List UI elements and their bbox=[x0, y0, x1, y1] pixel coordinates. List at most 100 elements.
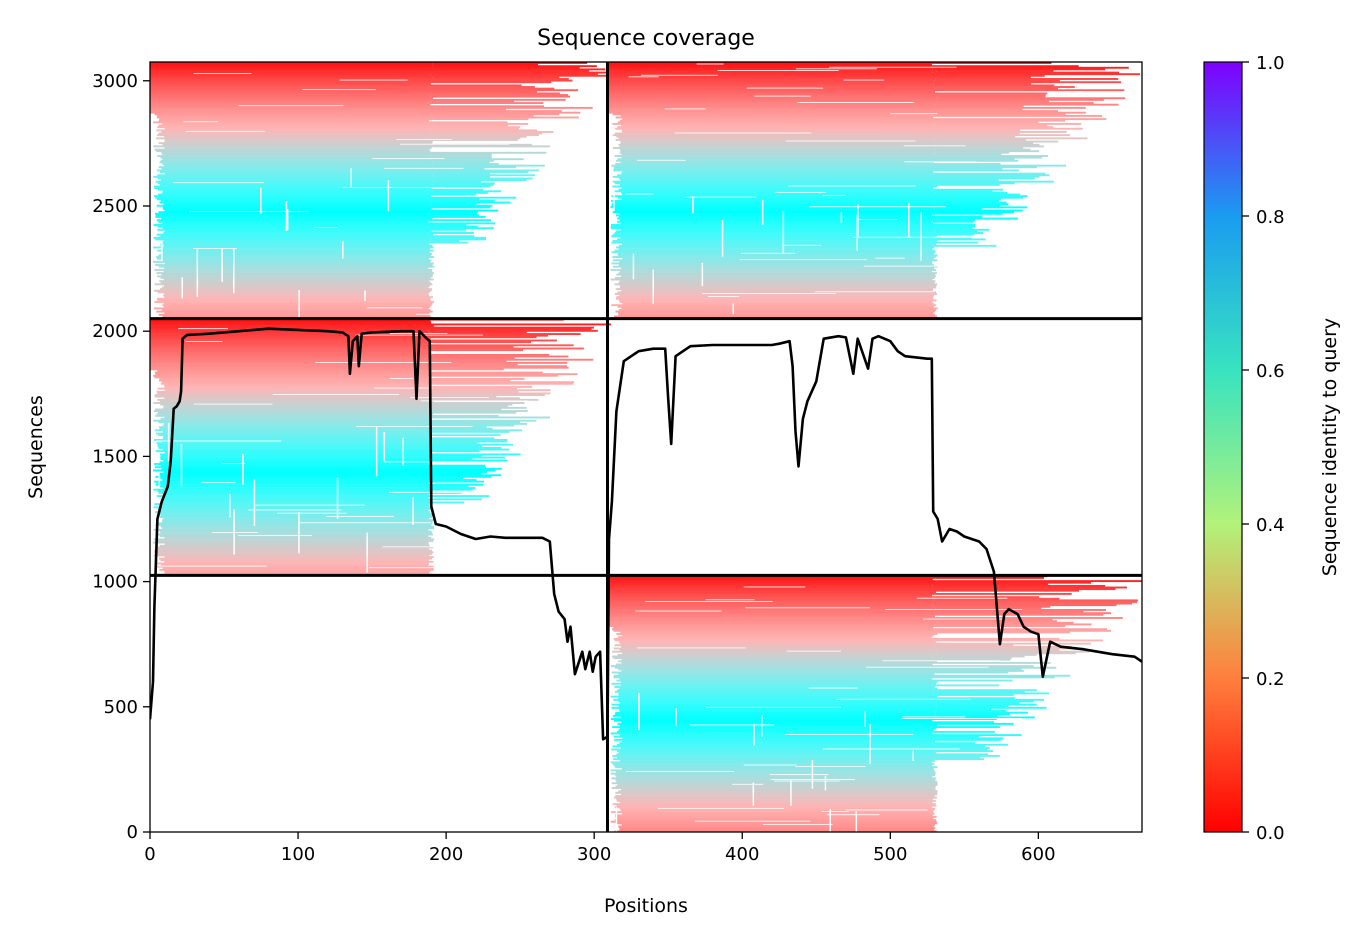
coverage-row bbox=[153, 374, 430, 377]
coverage-row bbox=[158, 211, 430, 214]
coverage-gap bbox=[829, 66, 957, 68]
coverage-row-extension bbox=[937, 586, 1127, 589]
coverage-row bbox=[613, 166, 936, 169]
coverage-row bbox=[622, 812, 935, 815]
coverage-row-extension bbox=[932, 106, 1086, 109]
coverage-row bbox=[607, 94, 934, 96]
coverage-gap bbox=[150, 231, 153, 262]
coverage-row bbox=[154, 376, 429, 379]
coverage-row-extension bbox=[432, 121, 508, 124]
coverage-row bbox=[163, 203, 431, 206]
coverage-row bbox=[162, 496, 429, 499]
coverage-row-extension bbox=[931, 114, 1103, 117]
coverage-row-extension bbox=[432, 371, 543, 374]
coverage-row bbox=[607, 65, 937, 68]
coverage-row bbox=[621, 153, 935, 156]
coverage-row bbox=[611, 671, 936, 674]
coverage-row-extension bbox=[428, 102, 544, 104]
coverage-row-extension bbox=[934, 758, 985, 761]
coverage-row bbox=[153, 541, 429, 544]
coverage-gap bbox=[753, 723, 755, 746]
coverage-row-extension bbox=[933, 169, 1019, 172]
coverage-row-extension bbox=[933, 690, 1025, 693]
coverage-row bbox=[619, 641, 936, 643]
coverage-row-extension bbox=[935, 668, 1022, 671]
coverage-row bbox=[611, 241, 938, 244]
coverage-row bbox=[154, 394, 429, 396]
coverage-row-extension bbox=[933, 81, 1122, 84]
coverage-gap bbox=[829, 808, 831, 832]
coverage-row bbox=[616, 799, 936, 802]
coverage-row bbox=[157, 398, 430, 401]
coverage-row bbox=[150, 355, 433, 358]
coverage-row-extension bbox=[430, 455, 482, 457]
coverage-row bbox=[607, 97, 938, 100]
coverage-row bbox=[150, 97, 434, 100]
coverage-gap bbox=[183, 121, 219, 123]
coverage-row-extension bbox=[936, 580, 1142, 583]
coverage-gap bbox=[237, 535, 312, 537]
coverage-row bbox=[153, 419, 429, 422]
coverage-row bbox=[150, 321, 431, 324]
coverage-row bbox=[620, 140, 935, 143]
coverage-row bbox=[615, 711, 936, 714]
coverage-row-extension bbox=[935, 746, 990, 749]
coverage-gap bbox=[364, 290, 366, 301]
coverage-row bbox=[620, 684, 933, 687]
coverage-row bbox=[164, 267, 429, 270]
coverage-row bbox=[153, 469, 430, 472]
colorbar-tick-label: 0.8 bbox=[1256, 207, 1285, 228]
coverage-row-extension bbox=[937, 129, 1020, 132]
coverage-gap bbox=[902, 716, 966, 718]
coverage-row bbox=[612, 726, 936, 729]
coverage-row bbox=[159, 472, 432, 475]
coverage-row bbox=[618, 825, 934, 828]
coverage-row-extension bbox=[936, 745, 986, 748]
coverage-row-extension bbox=[937, 196, 1023, 199]
coverage-row-extension bbox=[932, 71, 1119, 74]
coverage-row bbox=[164, 397, 432, 400]
coverage-row-extension bbox=[429, 405, 508, 408]
coverage-row bbox=[159, 280, 430, 283]
coverage-row bbox=[162, 315, 431, 318]
coverage-row-extension bbox=[431, 427, 493, 430]
coverage-row bbox=[161, 151, 433, 154]
coverage-row-extension bbox=[433, 361, 568, 364]
coverage-row bbox=[610, 268, 937, 271]
colorbar-tick-label: 1.0 bbox=[1256, 53, 1285, 74]
coverage-row-extension bbox=[933, 657, 1012, 660]
coverage-gap bbox=[277, 512, 347, 514]
coverage-row bbox=[615, 139, 936, 141]
y-axis: 0 500 1000 1500 2000 2500 3000 bbox=[92, 71, 150, 843]
coverage-row bbox=[154, 551, 434, 554]
coverage-row-extension bbox=[432, 159, 494, 162]
coverage-row bbox=[617, 174, 937, 177]
coverage-row-extension bbox=[935, 652, 1076, 655]
coverage-gap bbox=[302, 89, 376, 91]
coverage-gap bbox=[903, 145, 966, 147]
coverage-row bbox=[153, 538, 435, 541]
coverage-row-extension bbox=[430, 132, 543, 135]
coverage-row bbox=[159, 485, 429, 488]
coverage-row bbox=[150, 62, 433, 64]
coverage-row-extension bbox=[431, 447, 502, 449]
coverage-row bbox=[150, 349, 434, 352]
coverage-row bbox=[160, 288, 432, 291]
coverage-row-extension bbox=[935, 230, 978, 233]
coverage-row bbox=[614, 283, 938, 286]
colorbar-tick-label: 0.6 bbox=[1256, 361, 1285, 382]
coverage-row-extension bbox=[431, 360, 507, 363]
coverage-gap bbox=[635, 610, 722, 612]
coverage-row bbox=[164, 135, 434, 138]
coverage-row bbox=[150, 74, 431, 77]
coverage-row bbox=[162, 493, 429, 496]
coverage-row-extension bbox=[937, 650, 1090, 653]
coverage-row bbox=[612, 175, 933, 178]
coverage-row bbox=[150, 347, 435, 350]
coverage-row bbox=[615, 791, 938, 794]
coverage-row-extension bbox=[433, 422, 527, 425]
coverage-gap bbox=[774, 780, 840, 782]
colorbar-axis: 0.0 0.2 0.4 0.6 0.8 1.0 bbox=[1242, 53, 1285, 844]
coverage-row-extension bbox=[429, 450, 480, 453]
coverage-gap bbox=[238, 105, 344, 107]
